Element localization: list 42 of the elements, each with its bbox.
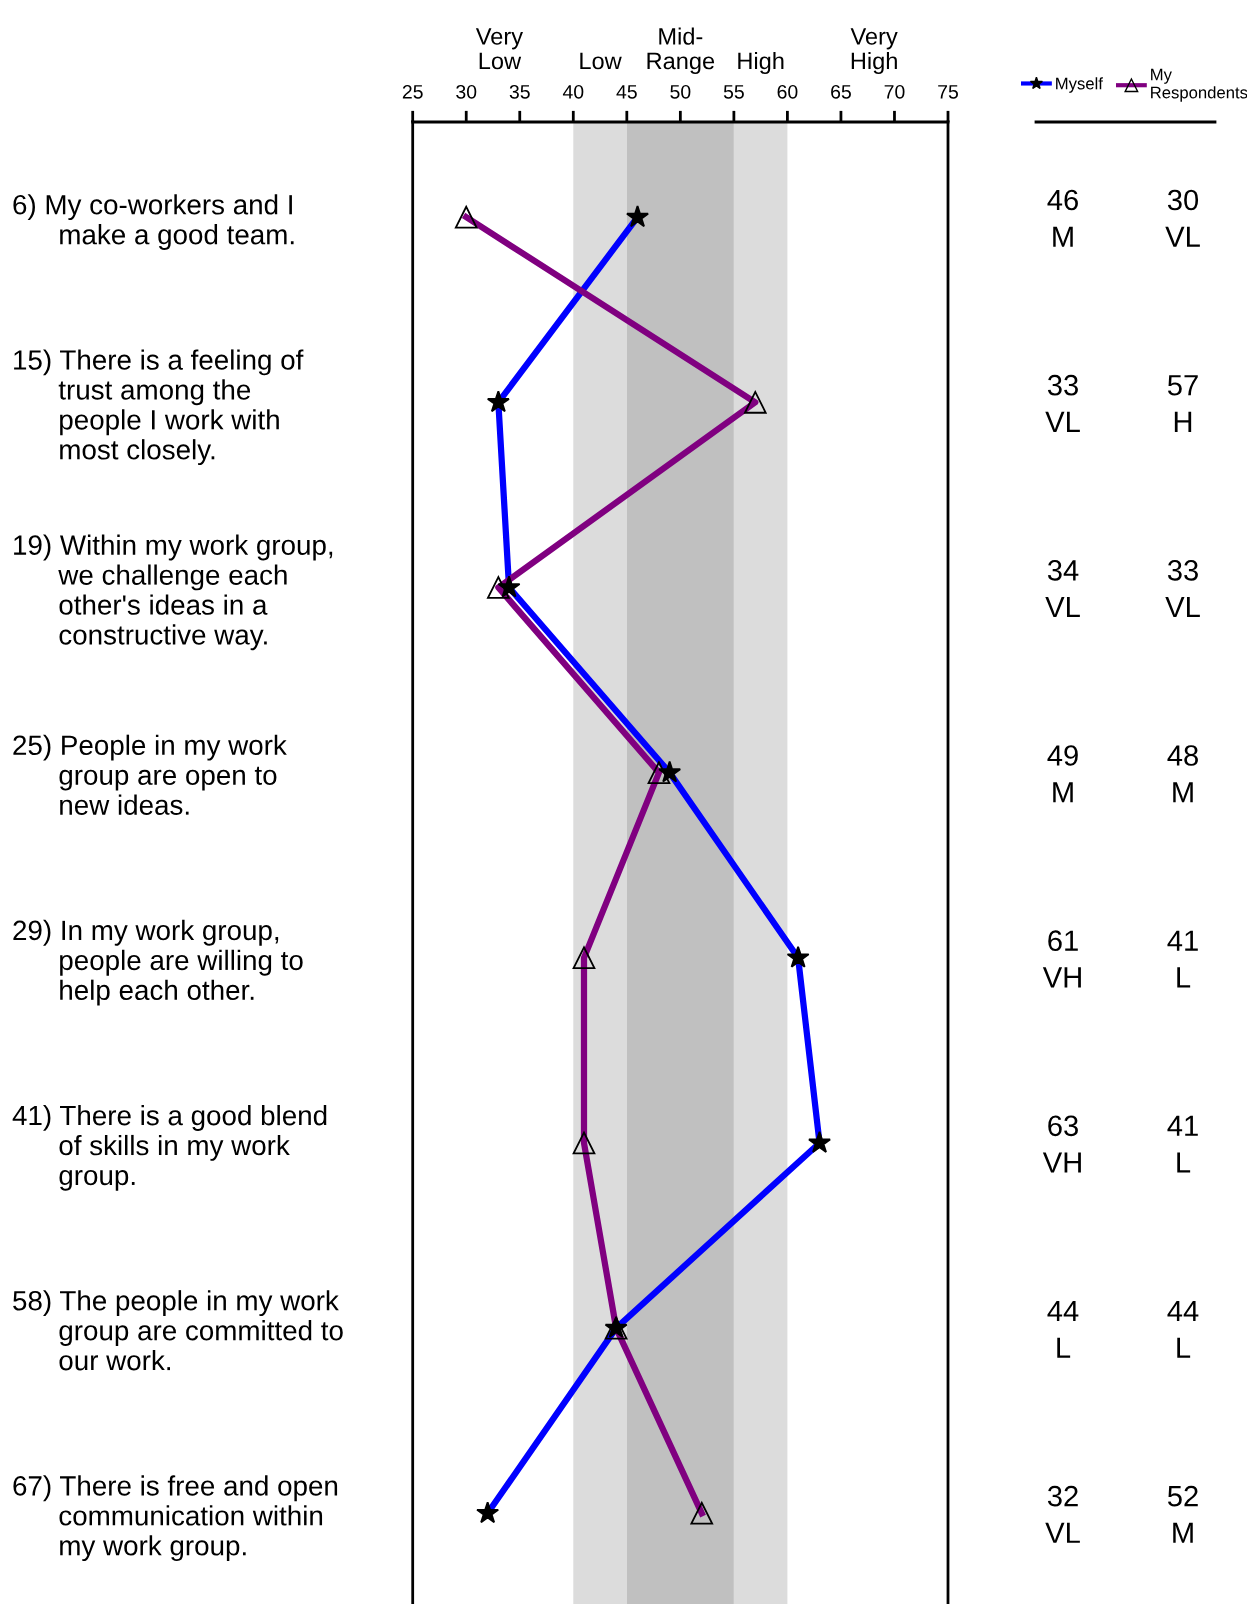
x-tick-label: 45 xyxy=(616,85,637,99)
data-label: 41 L xyxy=(1167,1115,1198,1173)
data-label: 41 L xyxy=(1167,930,1198,988)
data-label: 44 L xyxy=(1047,1300,1079,1358)
y-tick-label: 29) In my work group, people are willing to help each other. xyxy=(13,919,303,1006)
x-tick-label: 40 xyxy=(562,84,584,99)
y-tick-label: 58) The people in my work group are committed to our work. xyxy=(13,1290,343,1371)
x-tick-label: 65 xyxy=(831,84,851,99)
y-tick-label: 19) Within my work group, we challenge each other's ideas in a constructive way. xyxy=(14,534,333,651)
x-tick-label: 70 xyxy=(884,84,905,99)
band-label: Low xyxy=(580,52,622,70)
data-label: 44 L xyxy=(1167,1300,1199,1358)
data-label: 61 VH xyxy=(1042,930,1081,988)
y-tick-label: 15) There is a feeling of trust among the people I work with most closely. xyxy=(14,349,304,466)
data-label: 48 M xyxy=(1167,745,1198,803)
data-label: 57 H xyxy=(1167,375,1198,432)
x-tick-label: 60 xyxy=(777,84,798,99)
x-tick-label: 50 xyxy=(670,84,691,99)
data-label: 30 VL xyxy=(1165,189,1200,247)
x-tick-label: 75 xyxy=(938,85,958,99)
data-label: 63 VH xyxy=(1042,1115,1081,1173)
data-label: 52 M xyxy=(1167,1485,1198,1543)
x-tick-label: 30 xyxy=(456,84,477,99)
data-label: 34 VL xyxy=(1045,560,1080,618)
band-label: Mid- Range xyxy=(647,27,715,74)
data-label: 46 M xyxy=(1047,189,1078,247)
x-tick-label: 25 xyxy=(402,84,423,99)
y-tick-label: 6) My co-workers and I make a good team. xyxy=(13,194,294,250)
y-tick-label: 67) There is free and open communication within my work group. xyxy=(13,1475,338,1562)
data-label: 33 VL xyxy=(1045,374,1080,432)
text: Very Low xyxy=(475,28,523,70)
band-label: High xyxy=(738,51,784,74)
x-tick-label: 35 xyxy=(509,84,530,99)
data-label: 49 M xyxy=(1047,745,1078,803)
legend-label: Myself xyxy=(1056,77,1103,93)
y-tick-label: 41) There is a good blend of skills in my work group. xyxy=(12,1104,327,1191)
legend-label: My Respondents xyxy=(1151,68,1247,102)
text: Very High xyxy=(850,28,898,74)
data-label: 33 VL xyxy=(1165,560,1200,618)
y-tick-label: 25) People in my work group are open to new ideas. xyxy=(13,734,287,815)
x-tick-label: 55 xyxy=(723,85,744,99)
data-label: 32 VL xyxy=(1045,1485,1080,1543)
